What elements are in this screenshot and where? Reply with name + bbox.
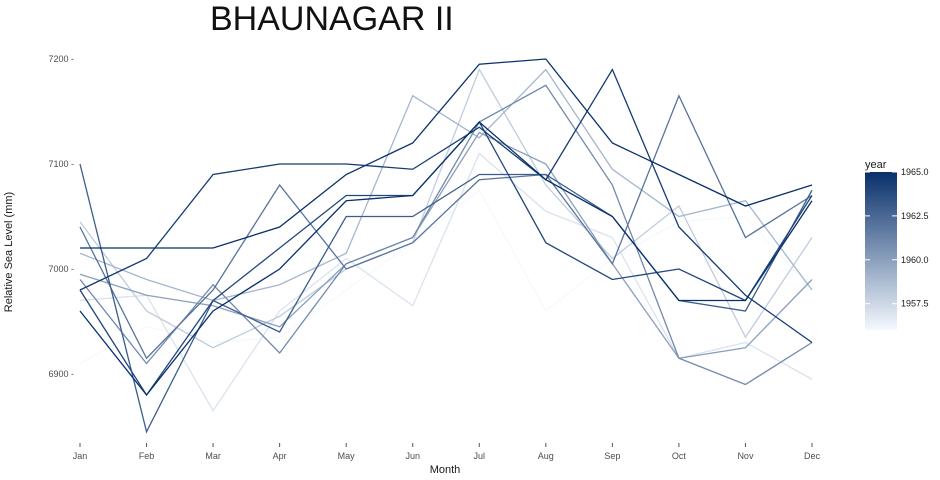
y-tick-label: 7100 - [48, 159, 74, 169]
y-axis-title: Relative Sea Level (mm) [3, 192, 15, 312]
x-axis: Jan Feb Mar Apr May Jun Jul Aug Sep Oct Nov Dec [73, 443, 821, 461]
series-line-10 [80, 58, 813, 249]
y-tick-label: 6900 - [48, 369, 74, 379]
y-tick-label: 7200 - [48, 54, 74, 64]
series-line-5 [79, 84, 813, 386]
x-tick-label: Dec [804, 451, 821, 461]
series-line-7 [79, 163, 813, 434]
legend-colorbar [865, 172, 897, 330]
x-tick-label: Nov [737, 451, 754, 461]
series-line-4 [79, 131, 813, 359]
x-tick-label: Apr [273, 451, 287, 461]
series-line-2 [79, 67, 813, 349]
x-tick-label: May [338, 451, 356, 461]
legend-title: year [865, 159, 887, 171]
y-axis: 6900 - 7000 - 7100 - 7200 - [48, 54, 74, 379]
legend-tick-label: 1965.0 [901, 167, 929, 177]
series-line-6 [79, 94, 813, 360]
x-tick-label: Feb [139, 451, 155, 461]
x-tick-label: Sep [604, 451, 620, 461]
series-line-9 [79, 68, 813, 344]
series-line-1 [79, 152, 813, 412]
color-legend: year 1957.5 1960.0 1962.5 1965.0 [865, 159, 929, 330]
x-tick-label: Mar [205, 451, 221, 461]
series-line-0 [79, 189, 813, 365]
series-line-11 [79, 121, 813, 397]
legend-tick-label: 1957.5 [901, 299, 929, 309]
x-axis-title: Month [430, 464, 461, 476]
x-tick-label: Oct [672, 451, 687, 461]
x-tick-label: Jul [474, 451, 486, 461]
legend-tick-label: 1960.0 [901, 255, 929, 265]
legend-tick-label: 1962.5 [901, 211, 929, 221]
series-lines [79, 58, 813, 434]
x-tick-label: Jan [73, 451, 88, 461]
x-tick-label: Aug [538, 451, 554, 461]
x-tick-label: Jun [405, 451, 420, 461]
chart-title: BHAUNAGAR II [210, 0, 454, 38]
y-tick-label: 7000 - [48, 264, 74, 274]
